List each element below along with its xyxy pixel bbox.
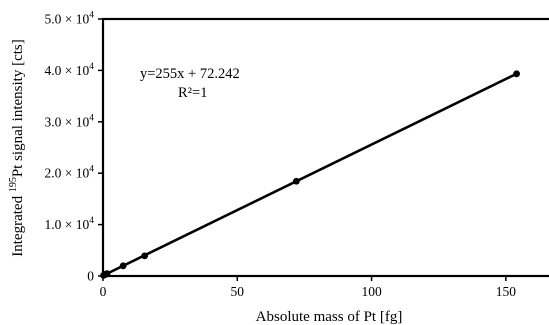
y-tick-label: 4.0 × 104	[45, 62, 95, 78]
x-tick-labels: 0 50 100 150	[100, 284, 517, 299]
y-tick-label: 0	[87, 269, 94, 284]
y-tick-label-base: 1.0 × 10	[45, 217, 90, 232]
y-tick-label: 2.0 × 104	[45, 165, 95, 181]
r2-annotation: R²=1	[178, 85, 207, 101]
x-tick-label: 50	[231, 284, 245, 299]
y-tick-label: 3.0 × 104	[45, 113, 95, 129]
y-tick-label-base: 3.0 × 10	[45, 114, 90, 129]
y-tick-label: 1.0 × 104	[45, 216, 95, 232]
data-point	[513, 70, 520, 78]
y-tick-label: 5.0 × 104	[45, 11, 95, 27]
x-tick-label: 0	[100, 284, 107, 299]
x-tick-label: 150	[496, 284, 517, 299]
data-point	[292, 177, 300, 185]
y-axis-label-sup: 195	[8, 177, 19, 192]
y-tick-label-exponent: 4	[89, 11, 94, 21]
y-axis-label-prefix: Integrated	[10, 192, 26, 257]
y-tick-label-exponent: 4	[89, 113, 94, 123]
y-tick-label-exponent: 4	[89, 165, 94, 175]
y-axis-label-suffix: Pt signal intensity [cts]	[10, 39, 26, 177]
equation-annotation: y=255x + 72.242	[140, 66, 240, 82]
plot-frame	[101, 17, 549, 278]
y-tick-label-exponent: 4	[89, 216, 94, 226]
data-point	[119, 262, 127, 270]
y-axis-label: Integrated 195Pt signal intensity [cts]	[8, 39, 26, 256]
y-tick-label-exponent: 4	[89, 62, 94, 72]
y-tick-label-base: 0	[87, 269, 94, 284]
y-tick-label-base: 4.0 × 10	[45, 63, 90, 78]
tick-marks	[98, 18, 507, 281]
data-point	[141, 252, 149, 260]
y-tick-label-base: 5.0 × 10	[45, 12, 90, 27]
data-points	[100, 70, 520, 279]
trendline	[102, 72, 518, 277]
data-point	[103, 270, 111, 278]
y-tick-label-base: 2.0 × 10	[45, 166, 90, 181]
x-axis-label: Absolute mass of Pt [fg]	[256, 309, 403, 325]
x-tick-label: 100	[361, 284, 382, 299]
